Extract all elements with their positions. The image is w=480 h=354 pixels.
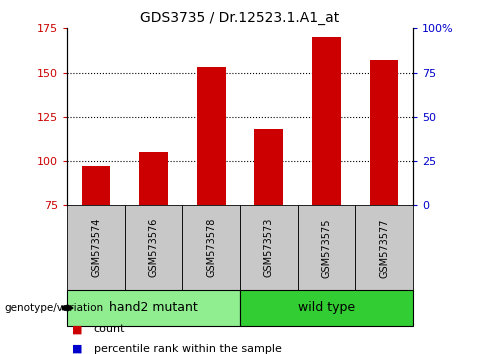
Text: ■: ■ [72, 344, 83, 354]
Bar [67, 205, 125, 290]
Bar [355, 205, 413, 290]
Title: GDS3735 / Dr.12523.1.A1_at: GDS3735 / Dr.12523.1.A1_at [140, 11, 340, 24]
Bar [125, 205, 182, 290]
Text: GSM573577: GSM573577 [379, 218, 389, 278]
Text: GSM573578: GSM573578 [206, 218, 216, 278]
Text: genotype/variation: genotype/variation [5, 303, 104, 313]
Text: percentile rank within the sample: percentile rank within the sample [94, 344, 281, 354]
Bar [82, 166, 110, 205]
Bar [197, 67, 226, 205]
Bar [254, 129, 283, 205]
Text: GSM573575: GSM573575 [322, 218, 331, 278]
Text: wild type: wild type [298, 302, 355, 314]
Bar [298, 205, 355, 290]
Bar [240, 205, 298, 290]
Bar [312, 37, 341, 205]
Bar [370, 60, 398, 205]
Text: GSM573574: GSM573574 [91, 218, 101, 278]
Bar [67, 290, 240, 326]
Text: GSM573573: GSM573573 [264, 218, 274, 278]
Text: count: count [94, 324, 125, 334]
Text: GSM573576: GSM573576 [149, 218, 158, 278]
Bar [182, 205, 240, 290]
Bar [240, 290, 413, 326]
Text: hand2 mutant: hand2 mutant [109, 302, 198, 314]
Bar [139, 152, 168, 205]
Text: ■: ■ [72, 324, 83, 334]
